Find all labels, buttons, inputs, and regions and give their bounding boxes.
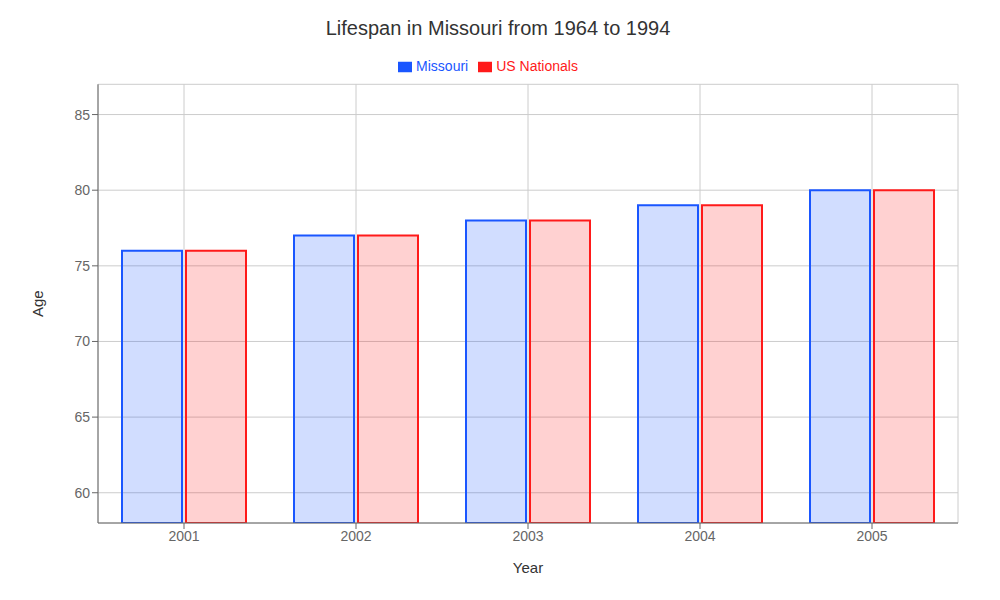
svg-text:2004: 2004 (684, 528, 715, 544)
svg-text:2002: 2002 (340, 528, 371, 544)
svg-text:2003: 2003 (512, 528, 543, 544)
svg-text:60: 60 (74, 485, 90, 501)
svg-text:65: 65 (74, 409, 90, 425)
svg-text:Year: Year (513, 559, 543, 576)
html-text:US Nationals: US Nationals (496, 58, 578, 74)
html-text:Missouri: Missouri (416, 58, 469, 74)
svg-text:75: 75 (74, 258, 90, 274)
svg-text:70: 70 (74, 333, 90, 349)
svg-text:2001: 2001 (168, 528, 199, 544)
svg-text:2005: 2005 (856, 528, 887, 544)
svg-text:Age: Age (29, 290, 46, 317)
svg-text:80: 80 (74, 182, 90, 198)
svg-text:85: 85 (74, 107, 90, 123)
html-text:Lifespan in Missouri from 1964: Lifespan in Missouri from 1964 to 1994 (325, 17, 671, 39)
